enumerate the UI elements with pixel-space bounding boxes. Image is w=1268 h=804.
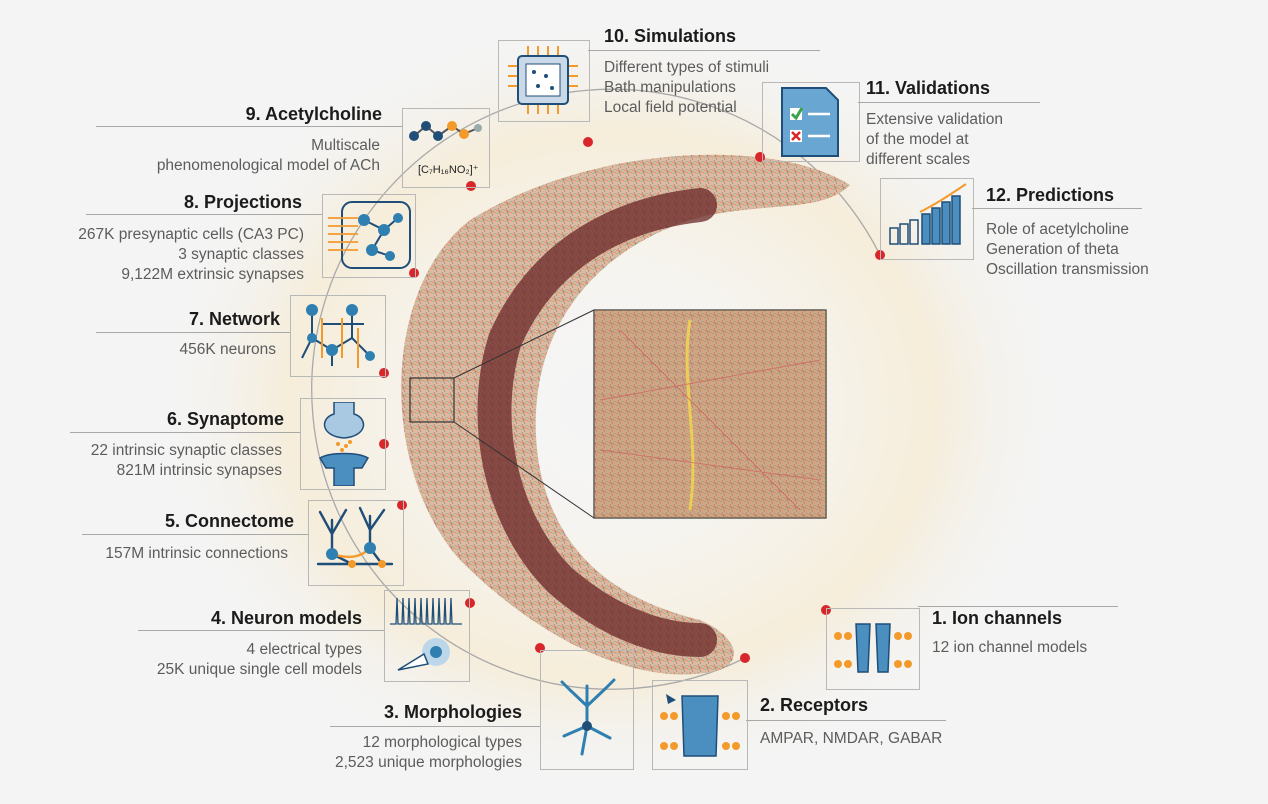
step-6-title: 6. Synaptome xyxy=(166,409,284,429)
step-6-line-2: 821M intrinsic synapses xyxy=(116,462,282,479)
step-8-line-2: 3 synaptic classes xyxy=(178,246,304,263)
step-10-line-1: Different types of stimuli xyxy=(604,59,770,76)
checklist-icon-box xyxy=(762,82,860,162)
step-8-line-1: 267K presynaptic cells (CA3 PC) xyxy=(78,226,304,243)
step-2-line-1: AMPAR, NMDAR, GABAR xyxy=(760,730,943,747)
step-9-title: 9. Acetylcholine xyxy=(245,104,382,124)
step-10-line-3: Local field potential xyxy=(604,99,737,116)
step-2-title: 2. Receptors xyxy=(760,695,869,715)
molecule-icon xyxy=(409,121,482,141)
step-marker-4 xyxy=(465,598,475,608)
step-marker-8 xyxy=(409,268,419,278)
step-7-line-1: 456K neurons xyxy=(179,341,276,358)
spike-train-icon xyxy=(390,597,462,671)
step-marker-3 xyxy=(535,643,545,653)
step-8-line-3: 9,122M extrinsic synapses xyxy=(121,266,304,283)
step-4-title: 4. Neuron models xyxy=(210,608,362,628)
step-3-line-2: 2,523 unique morphologies xyxy=(335,754,522,771)
rule-3 xyxy=(330,726,540,727)
rule-5 xyxy=(82,534,308,535)
rule-7 xyxy=(96,332,290,333)
step-marker-6 xyxy=(379,439,389,449)
step-marker-10 xyxy=(583,137,593,147)
rule-1 xyxy=(918,606,1118,607)
step-1-title: 1. Ion channels xyxy=(932,608,1063,628)
ion-channel-icon-box xyxy=(826,608,920,690)
rule-4 xyxy=(138,630,384,631)
step-5-title: 5. Connectome xyxy=(164,511,294,531)
step-11-line-1: Extensive validation xyxy=(866,111,1003,128)
chip-icon-box xyxy=(498,40,590,122)
molecule-icon-box xyxy=(402,108,490,188)
step-9-line-2: phenomenological model of ACh xyxy=(156,157,380,174)
connectome-icon xyxy=(316,506,394,568)
step-11-title: 11. Validations xyxy=(866,78,991,98)
step-marker-2 xyxy=(740,653,750,663)
step-7-title: 7. Network xyxy=(188,309,280,329)
network-icon-box xyxy=(290,295,386,377)
projection-icon xyxy=(328,201,411,269)
projection-icon-box xyxy=(322,194,416,278)
bar-chart-icon-box xyxy=(880,178,974,260)
ion-channel-icon xyxy=(834,623,912,673)
step-11-line-3: different scales xyxy=(866,151,970,168)
rule-9 xyxy=(96,126,402,127)
step-12-line-1: Role of acetylcholine xyxy=(986,221,1130,238)
step-marker-11 xyxy=(755,152,765,162)
connectome-icon-box xyxy=(308,500,404,586)
checklist-icon xyxy=(781,87,839,157)
step-10-title: 10. Simulations xyxy=(604,26,737,46)
step-9-line-1: Multiscale xyxy=(311,137,380,154)
step-marker-5 xyxy=(397,500,407,510)
rule-11 xyxy=(858,102,1040,103)
step-3-title: 3. Morphologies xyxy=(383,702,522,722)
synaptome-icon-box xyxy=(300,398,386,490)
step-marker-9 xyxy=(466,181,476,191)
rule-12 xyxy=(972,208,1142,209)
rule-2 xyxy=(746,720,946,721)
step-8-title: 8. Projections xyxy=(183,192,302,212)
neuron-morphology-icon xyxy=(560,678,616,756)
bar-chart-icon xyxy=(889,183,967,245)
receptor-icon xyxy=(660,694,740,757)
step-4-line-2: 25K unique single cell models xyxy=(156,661,362,678)
rule-10 xyxy=(588,50,820,51)
chip-icon xyxy=(508,46,578,114)
morphology-icon-box xyxy=(540,650,634,770)
step-4-line-1: 4 electrical types xyxy=(246,641,362,658)
molecule-formula: [C₇H₁₆NO₂]⁺ xyxy=(418,164,479,176)
step-12-line-2: Generation of theta xyxy=(986,241,1119,258)
receptor-icon-box xyxy=(652,680,748,770)
step-11-line-2: of the model at xyxy=(866,131,969,148)
synapse-icon xyxy=(318,402,370,486)
step-marker-7 xyxy=(379,368,389,378)
step-5-line-1: 157M intrinsic connections xyxy=(105,545,288,562)
network-icon xyxy=(301,304,375,368)
step-1-line-1: 12 ion channel models xyxy=(932,639,1088,656)
neuron-model-icon-box xyxy=(384,590,470,682)
rule-8 xyxy=(86,214,322,215)
step-12-line-3: Oscillation transmission xyxy=(986,261,1149,278)
rule-6 xyxy=(70,432,300,433)
step-12-title: 12. Predictions xyxy=(986,185,1115,205)
step-6-line-1: 22 intrinsic synaptic classes xyxy=(90,442,282,459)
step-3-line-1: 12 morphological types xyxy=(362,734,522,751)
step-10-line-2: Bath manipulations xyxy=(604,79,736,96)
